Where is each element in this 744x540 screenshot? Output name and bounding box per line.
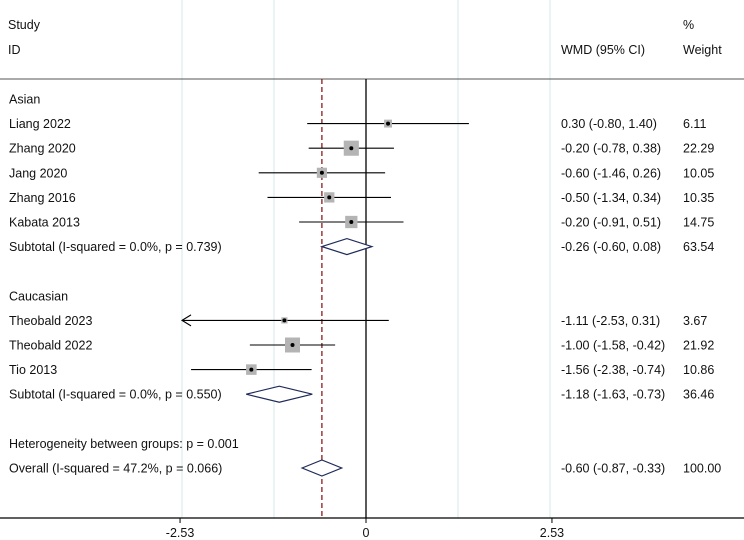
- x-tick-label: 0: [363, 526, 370, 540]
- ci-value: -0.60 (-1.46, 0.26): [561, 166, 661, 180]
- point-estimate: [349, 146, 354, 151]
- weight-value: 100.00: [683, 462, 721, 476]
- ci-value: -0.50 (-1.34, 0.34): [561, 191, 661, 205]
- weight-value: 10.35: [683, 191, 714, 205]
- weight-value: 36.46: [683, 388, 714, 402]
- row-label: Theobald 2023: [9, 314, 92, 328]
- point-estimate: [282, 318, 287, 323]
- row-label: Liang 2022: [9, 117, 71, 131]
- header-weight: Weight: [683, 43, 722, 57]
- row-label: Zhang 2016: [9, 191, 76, 205]
- weight-value: 14.75: [683, 216, 714, 230]
- row-label: Kabata 2013: [9, 216, 80, 230]
- x-tick-label: 2.53: [540, 526, 564, 540]
- ci-value: -0.20 (-0.91, 0.51): [561, 216, 661, 230]
- ci-value: -0.26 (-0.60, 0.08): [561, 240, 661, 254]
- overall-diamond: [300, 459, 344, 477]
- forest-rows: Asian Liang 2022 0.30 (-0.80, 1.40) 6.11 Zha…: [9, 93, 721, 477]
- row-label: Subtotal (I-squared = 0.0%, p = 0.550): [9, 388, 222, 402]
- weight-value: 3.67: [683, 314, 707, 328]
- ci-value: -1.00 (-1.58, -0.42): [561, 339, 665, 353]
- grid-lines: [181, 0, 551, 518]
- weight-value: 6.11: [683, 117, 706, 131]
- header-study: Study: [8, 18, 41, 32]
- point-estimate: [290, 343, 295, 347]
- header-wmd: WMD (95% CI): [561, 43, 645, 57]
- weight-value: 21.92: [683, 339, 714, 353]
- reference-lines: [321, 79, 367, 518]
- point-estimate: [327, 195, 332, 200]
- row-label: Subtotal (I-squared = 0.0%, p = 0.739): [9, 240, 222, 254]
- ci-value: -0.60 (-0.87, -0.33): [561, 462, 665, 476]
- ci-arrow-left: [180, 314, 192, 327]
- subtotal-diamond: [246, 385, 313, 403]
- x-tick-label: -2.53: [166, 526, 195, 540]
- ci-value: -1.56 (-2.38, -0.74): [561, 363, 665, 377]
- weight-value: 10.86: [683, 363, 714, 377]
- row-label: Zhang 2020: [9, 142, 76, 156]
- point-estimate: [349, 220, 354, 224]
- weight-value: 63.54: [683, 240, 714, 254]
- ci-value: -1.11 (-2.53, 0.31): [561, 314, 660, 328]
- row-label: Jang 2020: [9, 166, 67, 180]
- point-estimate: [386, 121, 391, 126]
- point-estimate: [319, 170, 324, 175]
- row-label: Tio 2013: [9, 363, 57, 377]
- x-axis: -2.53 0 2.53: [0, 517, 744, 540]
- subtotal-diamond: [319, 237, 374, 256]
- header-percent: %: [683, 18, 694, 32]
- weight-value: 22.29: [683, 142, 714, 156]
- point-estimate: [249, 367, 254, 372]
- row-label: Theobald 2022: [9, 339, 92, 353]
- heterogeneity-note: Heterogeneity between groups: p = 0.001: [9, 437, 239, 451]
- header-id: ID: [8, 43, 21, 57]
- weight-value: 10.05: [683, 166, 714, 180]
- ci-value: -0.20 (-0.78, 0.38): [561, 142, 661, 156]
- group-label: Caucasian: [9, 289, 68, 303]
- group-label: Asian: [9, 93, 40, 107]
- ci-value: -1.18 (-1.63, -0.73): [561, 388, 665, 402]
- row-label: Overall (I-squared = 47.2%, p = 0.066): [9, 462, 222, 476]
- ci-value: 0.30 (-0.80, 1.40): [561, 117, 657, 131]
